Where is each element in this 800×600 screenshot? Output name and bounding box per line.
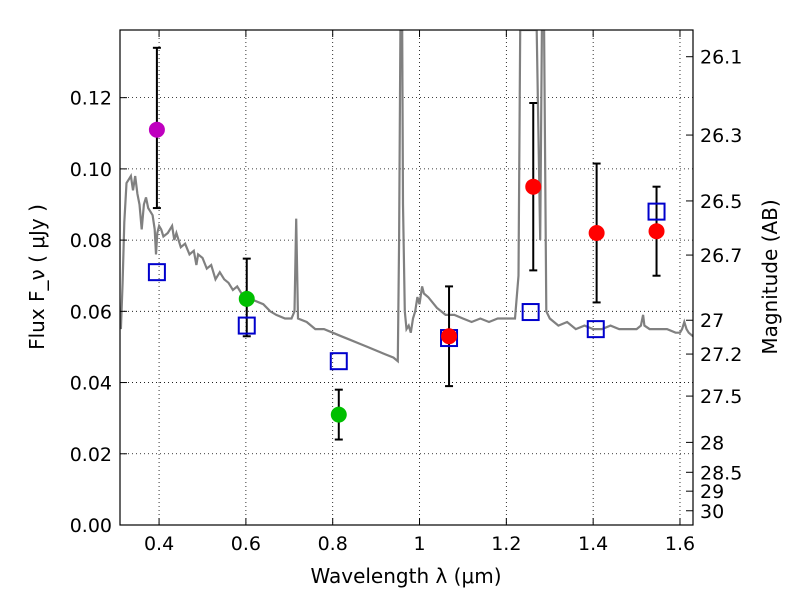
right-tick-label: 26.7 [700, 245, 742, 267]
model-square [521, 303, 540, 322]
plot-area [120, 30, 693, 441]
y-tick-label: 0.08 [70, 230, 112, 252]
x-tick-label: 0.4 [144, 533, 174, 555]
model-square [647, 202, 666, 221]
observed-point [238, 290, 255, 307]
right-tick-label: 27.2 [700, 344, 742, 366]
y-axis-label: Flux F_ν ( μJy ) [25, 204, 49, 350]
y-tick-label: 0.04 [70, 373, 112, 395]
observed-point [148, 121, 165, 138]
right-tick-label: 29 [700, 481, 724, 503]
model-square [237, 316, 256, 335]
observed-point [648, 223, 665, 240]
observed-flux-points [148, 121, 665, 423]
plot-frame [119, 29, 694, 526]
right-tick-label: 27 [700, 310, 724, 332]
model-spectrum-line [120, 30, 693, 364]
y-axis-ticks: 0.00 0.02 0.04 0.06 0.08 0.10 0.12 [70, 88, 127, 537]
right-tick-label: 26.5 [700, 191, 742, 213]
right-tick-label: 26.1 [700, 47, 742, 69]
observed-point [441, 328, 458, 345]
y-tick-label: 0.00 [70, 515, 112, 537]
grid-lines [120, 30, 693, 526]
right-tick-label: 28.5 [700, 462, 742, 484]
x-tick-label: 1.4 [578, 533, 608, 555]
model-square [329, 352, 348, 371]
x-axis-ticks: 0.4 0.6 0.8 1 1.2 1.4 1.6 [144, 30, 695, 555]
y-tick-label: 0.10 [70, 159, 112, 181]
observed-point [588, 224, 605, 241]
right-axis-label: Magnitude (AB) [758, 199, 782, 354]
y-tick-label: 0.12 [70, 88, 112, 110]
y-tick-label: 0.02 [70, 444, 112, 466]
x-tick-label: 1.6 [665, 533, 695, 555]
right-tick-label: 26.3 [700, 125, 742, 147]
y-tick-label: 0.06 [70, 301, 112, 323]
observed-point [525, 178, 542, 195]
x-axis-label: Wavelength λ (μm) [310, 564, 501, 588]
observed-point [330, 406, 347, 423]
x-tick-label: 0.8 [318, 533, 348, 555]
x-tick-label: 0.6 [231, 533, 261, 555]
model-square [147, 263, 166, 282]
right-tick-label: 27.5 [700, 386, 742, 408]
x-tick-label: 1.2 [491, 533, 521, 555]
model-square [586, 320, 605, 339]
right-tick-label: 28 [700, 432, 724, 454]
x-tick-label: 1 [413, 533, 425, 555]
right-tick-label: 30 [700, 501, 724, 523]
